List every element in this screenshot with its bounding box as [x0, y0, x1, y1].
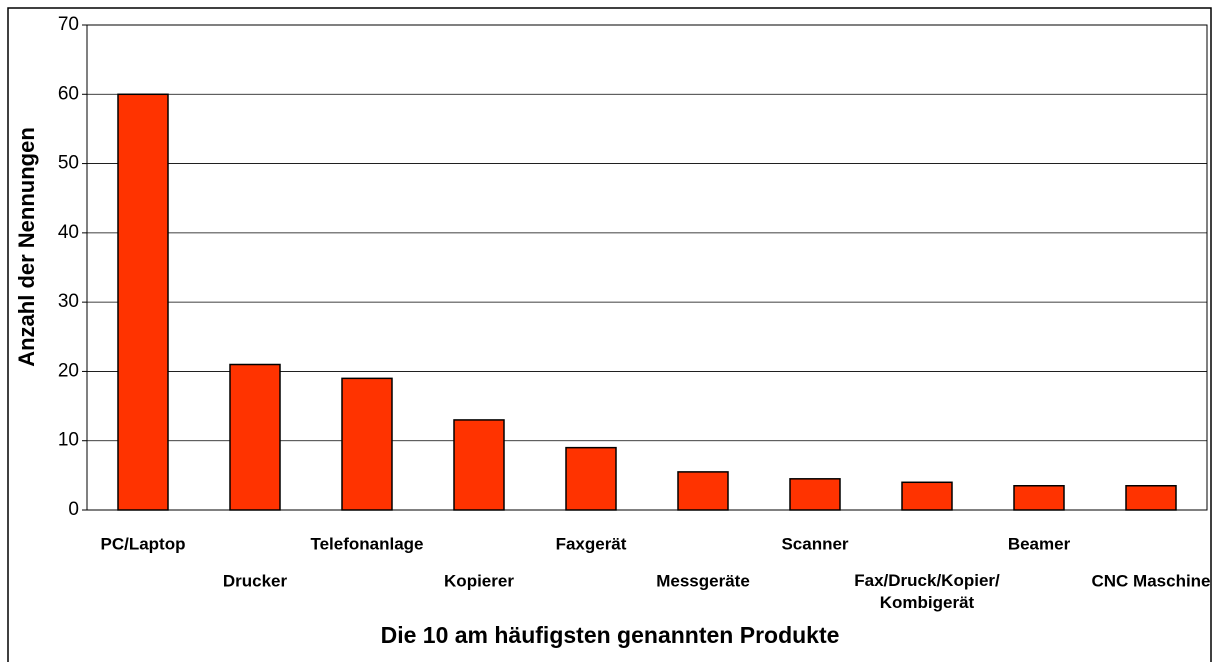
- y-axis-label: Anzahl der Nennungen: [14, 127, 39, 367]
- bar: [677, 471, 729, 511]
- bar: [1013, 485, 1065, 511]
- y-tick-label: 30: [58, 291, 79, 312]
- y-tick-label: 60: [58, 83, 79, 104]
- bar: [789, 478, 841, 511]
- bar: [565, 446, 617, 511]
- y-tick-label: 10: [58, 430, 79, 451]
- x-tick-label: PC/Laptop: [101, 534, 186, 553]
- x-tick-label: Messgeräte: [656, 571, 750, 590]
- y-tick-label: 20: [58, 360, 79, 381]
- x-tick-label: Telefonanlage: [310, 534, 423, 553]
- bar: [229, 363, 281, 511]
- x-axis-label: Die 10 am häufigsten genannten Produkte: [381, 622, 840, 648]
- x-tick-label: Kopierer: [444, 571, 514, 590]
- y-tick-label: 0: [68, 499, 79, 520]
- y-tick-label: 70: [58, 14, 79, 35]
- x-tick-label: Drucker: [223, 571, 288, 590]
- y-tick-label: 50: [58, 153, 79, 174]
- bar: [901, 481, 953, 511]
- x-tick-label: Fax/Druck/Kopier/Kombigerät: [854, 571, 1000, 612]
- x-tick-label: Beamer: [1008, 534, 1071, 553]
- chart-frame: [7, 7, 1212, 662]
- y-tick-label: 40: [58, 222, 79, 243]
- x-tick-label: CNC Maschine: [1091, 571, 1210, 590]
- bar: [341, 377, 393, 511]
- bar: [117, 93, 169, 511]
- x-tick-label: Scanner: [781, 534, 848, 553]
- x-tick-label: Faxgerät: [556, 534, 627, 553]
- bar: [453, 419, 505, 511]
- bar: [1125, 485, 1177, 511]
